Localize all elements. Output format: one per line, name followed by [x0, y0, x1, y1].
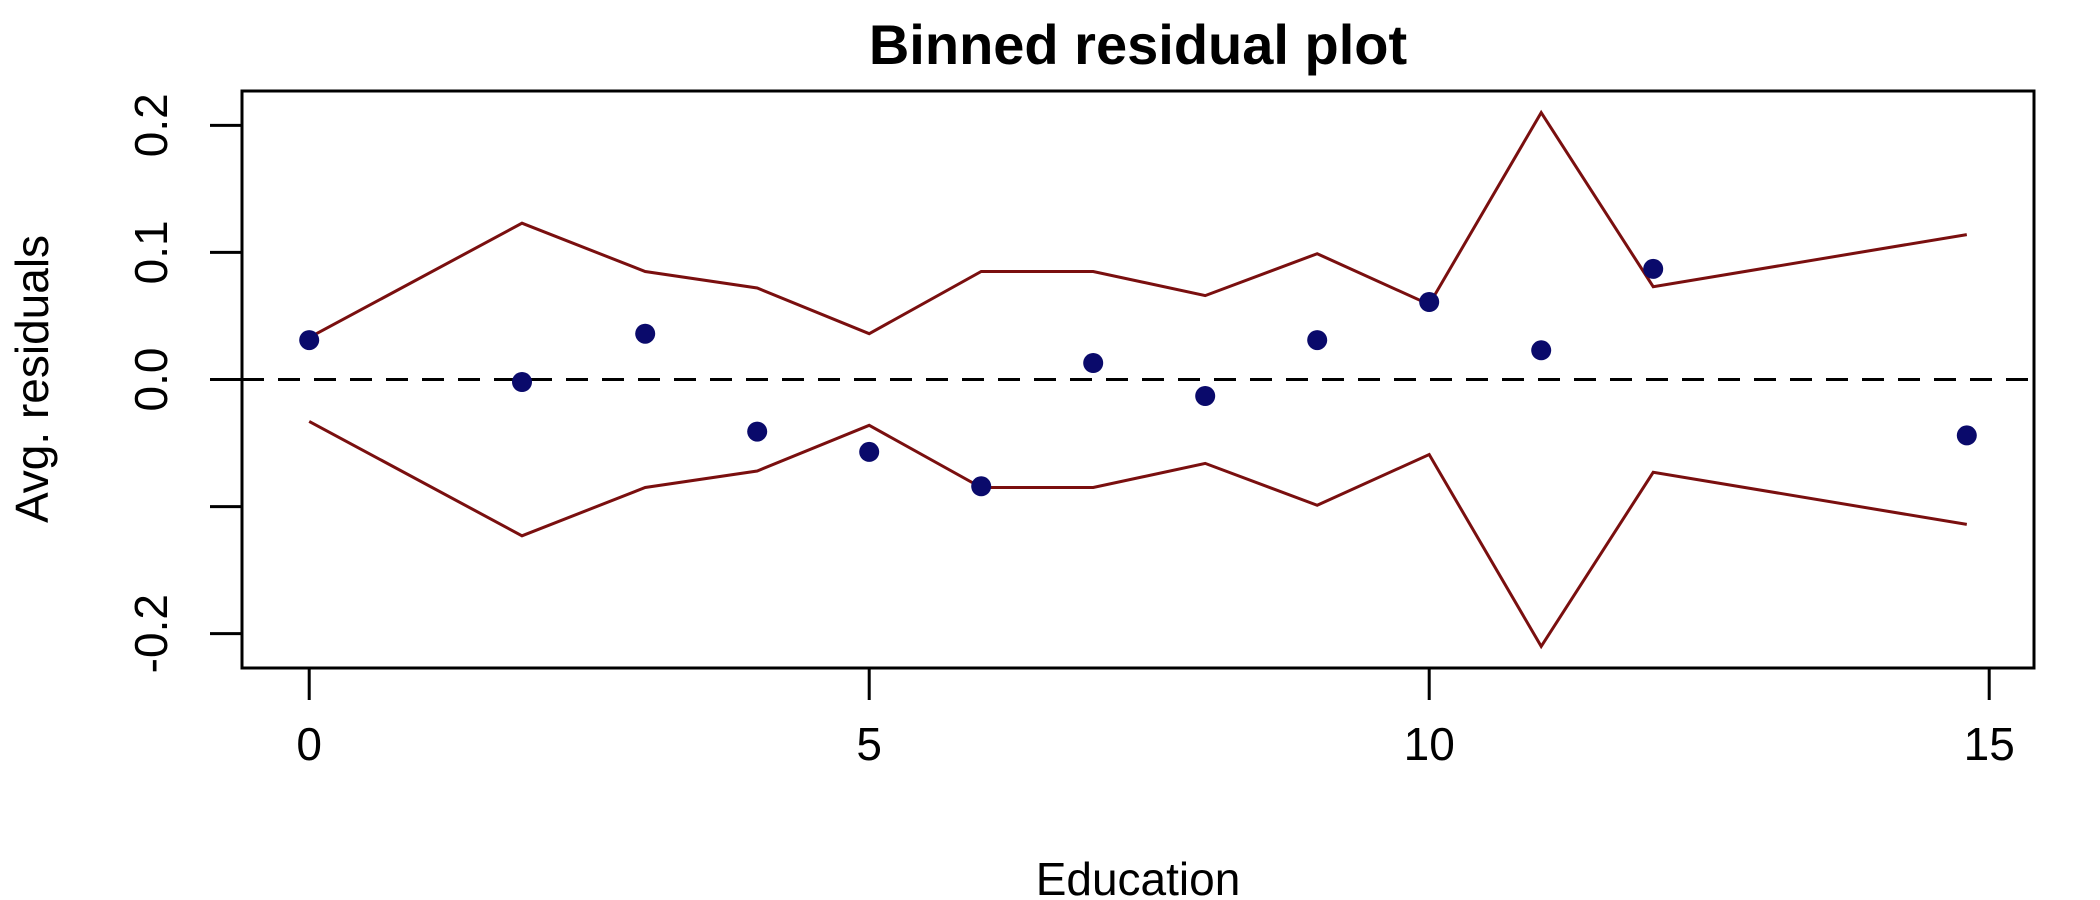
residual-point [1307, 330, 1328, 351]
x-axis-label: Education [1036, 853, 1241, 900]
residual-point [1531, 340, 1552, 361]
residual-point [1643, 258, 1664, 279]
residual-point [971, 476, 992, 497]
y-axis-label: Avg. residuals [6, 235, 58, 523]
residual-point [1083, 353, 1104, 373]
residual-point [1195, 386, 1216, 406]
x-tick-label: 10 [1404, 718, 1455, 770]
x-tick-label: 15 [1964, 718, 2015, 770]
x-tick-label: 5 [856, 718, 882, 770]
y-tick-label: -0.2 [125, 594, 177, 673]
residual-point [512, 372, 532, 392]
y-tick-label: 0.0 [125, 348, 177, 412]
residual-point [1419, 292, 1440, 312]
x-tick-label: 0 [296, 718, 322, 770]
residual-point [747, 421, 768, 442]
plot-area [242, 109, 2034, 650]
residual-point [635, 323, 656, 344]
residual-point [299, 330, 320, 351]
y-tick-label: 0.2 [125, 93, 177, 157]
residual-point [1956, 425, 1977, 446]
chart-title: Binned residual plot [869, 13, 1407, 76]
x-axis: 0 5 10 15 [296, 666, 2015, 770]
y-tick-label: 0.1 [125, 220, 177, 284]
lower-bound-line [308, 420, 1968, 650]
y-axis: -0.2 0.0 0.1 0.2 [125, 93, 244, 673]
upper-bound-line [308, 109, 1968, 339]
residual-point [859, 441, 880, 462]
